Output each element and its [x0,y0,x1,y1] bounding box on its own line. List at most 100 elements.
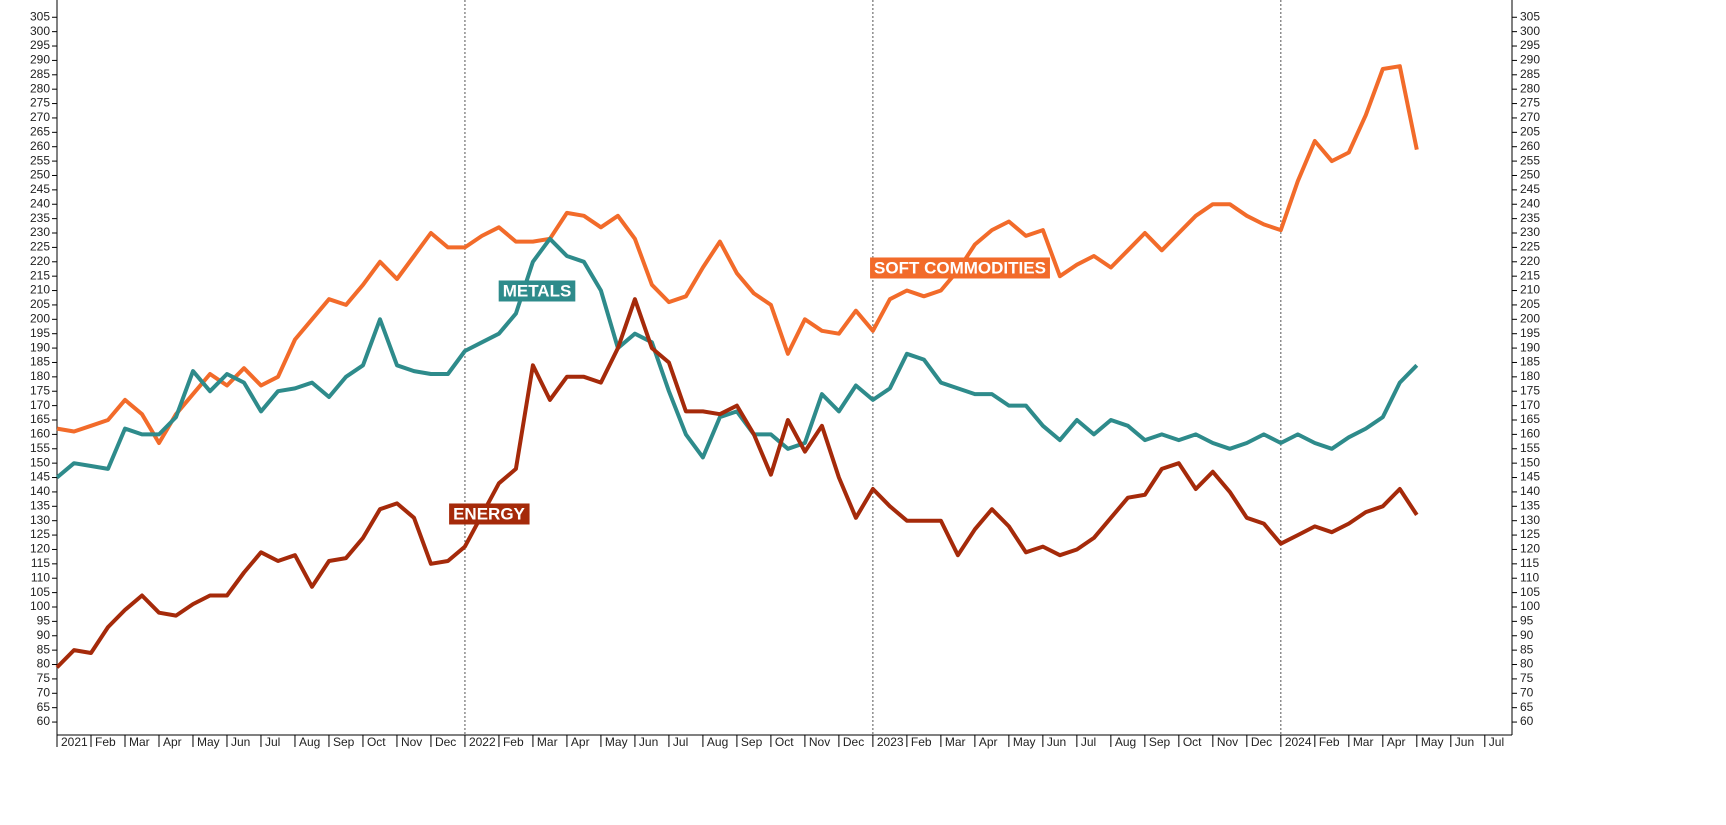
y-tick-label: 290 [30,53,50,67]
x-tick-label: Apr [979,735,998,749]
y-tick-label: 215 [30,268,50,282]
x-tick-label: May [1421,735,1444,749]
y2-tick-label: 160 [1520,427,1540,441]
y-tick-label: 130 [30,513,50,527]
x-tick-label: Apr [1387,735,1406,749]
y2-tick-label: 270 [1520,110,1540,124]
x-tick-label: 2021 [61,735,88,749]
label-text: ENERGY [453,504,525,523]
y2-tick-label: 295 [1520,38,1540,52]
x-tick-label: 2024 [1285,735,1312,749]
x-tick-label: May [197,735,220,749]
y2-tick-label: 165 [1520,412,1540,426]
x-tick-label: Jun [231,735,250,749]
x-tick-label: Nov [1217,735,1238,749]
y-tick-label: 135 [30,498,50,512]
y-tick-label: 270 [30,110,50,124]
y-tick-label: 140 [30,484,50,498]
y-tick-label: 190 [30,340,50,354]
x-tick-label: Jul [1489,735,1504,749]
label-text: SOFT COMMODITIES [874,258,1046,277]
y2-tick-label: 210 [1520,283,1540,297]
x-tick-label: May [605,735,628,749]
y2-tick-label: 175 [1520,383,1540,397]
y-tick-label: 240 [30,196,50,210]
y-tick-label: 280 [30,81,50,95]
x-tick-label: Aug [1115,735,1136,749]
x-tick-label: Apr [163,735,182,749]
y2-tick-label: 100 [1520,599,1540,613]
y-tick-label: 295 [30,38,50,52]
y2-tick-label: 195 [1520,326,1540,340]
series-line [55,297,1419,669]
y2-tick-label: 75 [1520,671,1534,685]
y-tick-label: 200 [30,311,50,325]
x-tick-label: Jun [639,735,658,749]
y-tick-label: 70 [37,685,51,699]
x-tick-label: Jun [1047,735,1066,749]
x-tick-label: Oct [775,735,794,749]
label-text: METALS [503,281,572,300]
series-line [55,236,1419,480]
y-tick-label: 100 [30,599,50,613]
y-tick-label: 195 [30,326,50,340]
y2-tick-label: 200 [1520,311,1540,325]
y2-tick-label: 220 [1520,254,1540,268]
x-tick-label: Dec [435,735,456,749]
y2-tick-label: 240 [1520,196,1540,210]
y2-tick-label: 285 [1520,67,1540,81]
y-tick-label: 65 [37,700,51,714]
y-tick-label: 80 [37,657,51,671]
x-tick-label: Feb [1319,735,1340,749]
x-tick-label: 2023 [877,735,904,749]
y-tick-label: 115 [31,556,50,570]
y2-tick-label: 150 [1520,455,1540,469]
y2-tick-label: 135 [1520,498,1540,512]
y2-tick-label: 90 [1520,628,1534,642]
y2-tick-label: 255 [1520,153,1540,167]
y2-tick-label: 300 [1520,24,1540,38]
y-tick-label: 225 [30,240,50,254]
y2-tick-label: 85 [1520,642,1534,656]
y-tick-label: 125 [30,527,50,541]
y-tick-label: 160 [30,427,50,441]
y2-tick-label: 235 [1520,211,1540,225]
y2-tick-label: 245 [1520,182,1540,196]
y2-tick-label: 215 [1520,268,1540,282]
y2-tick-label: 275 [1520,96,1540,110]
x-tick-label: 2022 [469,735,496,749]
y-tick-label: 170 [30,398,50,412]
series-label: METALS [498,280,576,302]
y-tick-label: 230 [30,225,50,239]
y-tick-label: 220 [30,254,50,268]
y-tick-label: 95 [37,614,51,628]
y-tick-label: 300 [30,24,50,38]
x-tick-label: Sep [333,735,355,749]
x-tick-label: Nov [401,735,422,749]
x-tick-label: Oct [367,735,386,749]
y2-tick-label: 290 [1520,53,1540,67]
series-line [56,64,1419,445]
x-tick-label: Dec [843,735,864,749]
y2-tick-label: 260 [1520,139,1540,153]
y-tick-label: 210 [30,283,50,297]
y-tick-label: 250 [30,168,50,182]
y2-tick-label: 65 [1520,700,1534,714]
y2-tick-label: 140 [1520,484,1540,498]
label-box [498,280,576,302]
y-tick-label: 150 [30,455,50,469]
y-tick-label: 305 [30,9,50,23]
y-tick-label: 285 [30,67,50,81]
x-tick-label: May [1013,735,1036,749]
y-tick-label: 155 [30,441,50,455]
x-tick-label: Feb [911,735,932,749]
x-tick-label: Jul [1081,735,1096,749]
y2-tick-label: 120 [1520,542,1540,556]
y2-tick-label: 280 [1520,81,1540,95]
y2-tick-label: 190 [1520,340,1540,354]
y2-tick-label: 70 [1520,685,1534,699]
y2-tick-label: 205 [1520,125,1540,139]
x-tick-label: Aug [299,735,320,749]
y-tick-label: 165 [30,412,50,426]
